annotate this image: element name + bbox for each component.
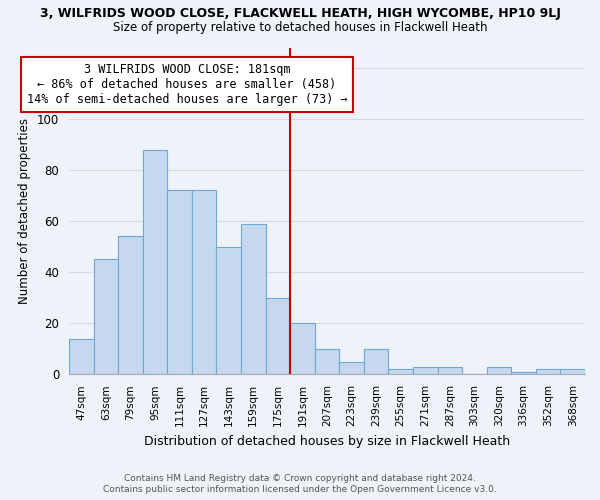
Bar [413, 366, 437, 374]
Bar [69, 338, 94, 374]
Bar [536, 369, 560, 374]
Bar [118, 236, 143, 374]
Bar [94, 260, 118, 374]
Text: Size of property relative to detached houses in Flackwell Heath: Size of property relative to detached ho… [113, 21, 487, 34]
Bar [241, 224, 266, 374]
Bar [437, 366, 462, 374]
Bar [339, 362, 364, 374]
Bar [388, 369, 413, 374]
Bar [511, 372, 536, 374]
Text: 3, WILFRIDS WOOD CLOSE, FLACKWELL HEATH, HIGH WYCOMBE, HP10 9LJ: 3, WILFRIDS WOOD CLOSE, FLACKWELL HEATH,… [40, 8, 560, 20]
Bar [143, 150, 167, 374]
Bar [560, 369, 585, 374]
Bar [487, 366, 511, 374]
Bar [167, 190, 192, 374]
Bar [266, 298, 290, 374]
Bar [217, 246, 241, 374]
Text: 3 WILFRIDS WOOD CLOSE: 181sqm
← 86% of detached houses are smaller (458)
14% of : 3 WILFRIDS WOOD CLOSE: 181sqm ← 86% of d… [26, 63, 347, 106]
Bar [315, 349, 339, 374]
Bar [364, 349, 388, 374]
Bar [192, 190, 217, 374]
Y-axis label: Number of detached properties: Number of detached properties [19, 118, 31, 304]
Bar [290, 324, 315, 374]
Text: Contains HM Land Registry data © Crown copyright and database right 2024.
Contai: Contains HM Land Registry data © Crown c… [103, 474, 497, 494]
X-axis label: Distribution of detached houses by size in Flackwell Heath: Distribution of detached houses by size … [144, 434, 510, 448]
